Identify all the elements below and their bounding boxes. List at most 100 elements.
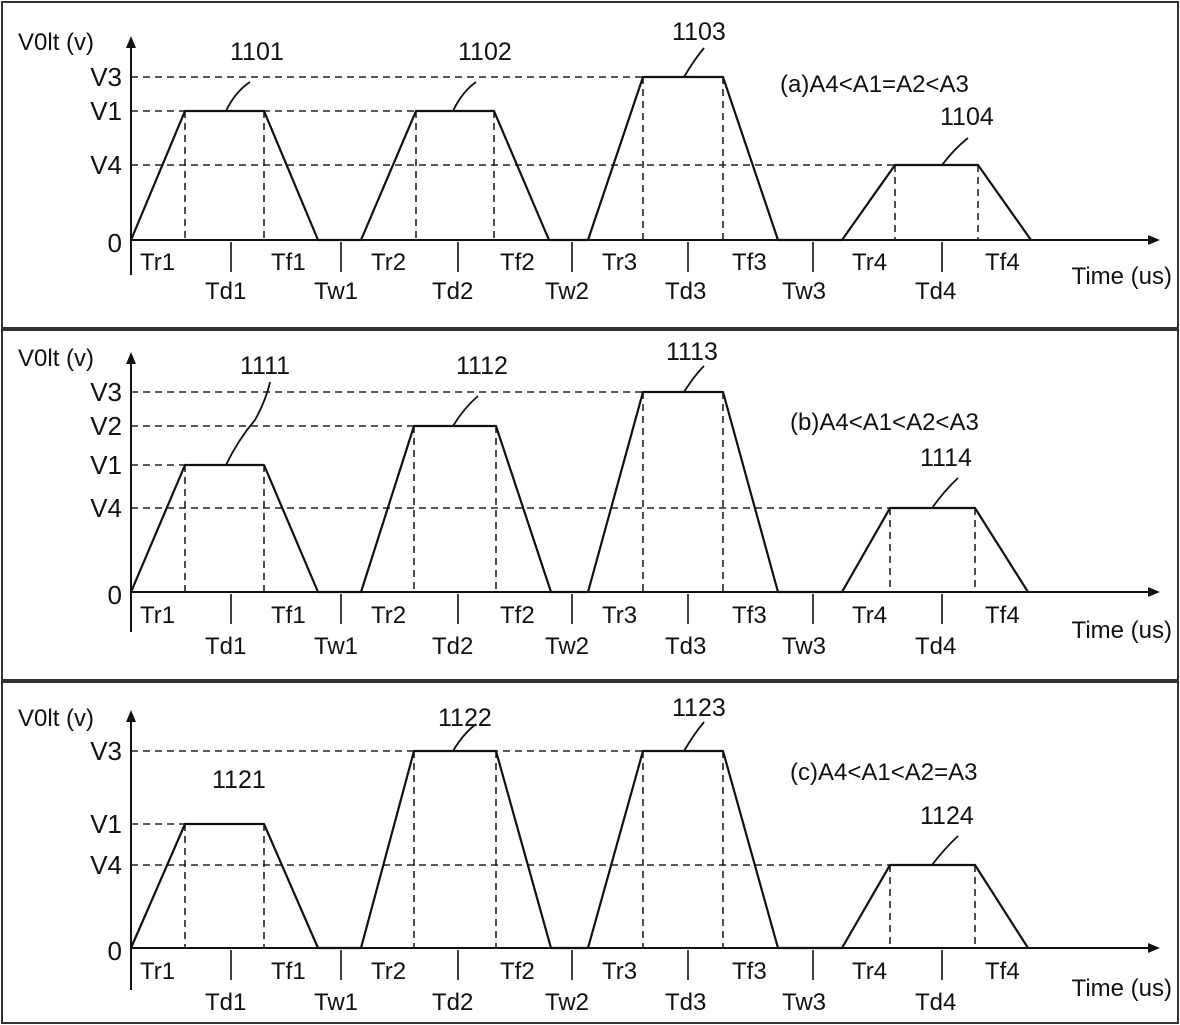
panel-a-level-label: 0 — [108, 228, 122, 258]
panel-b-segment: Tf2 — [500, 602, 535, 629]
panel-c-level-label: 0 — [108, 936, 122, 966]
panel-b-x-arrow — [1148, 587, 1160, 597]
panel-c-pulse-ref: 1122 — [438, 704, 492, 732]
panel-c-pulse-ref: 1123 — [672, 694, 726, 722]
panel-a-level-label: V4 — [90, 150, 122, 180]
panel-a-segment: Td4 — [915, 278, 956, 305]
panel-a-segment: Tw1 — [314, 278, 358, 305]
panel-a-level-label: V1 — [90, 96, 122, 126]
panel-a-y-arrow — [126, 36, 136, 48]
panel-c-level-label: V3 — [90, 736, 122, 766]
panel-c-segment: Tw2 — [545, 989, 589, 1016]
panel-a-segment: Tf2 — [500, 249, 535, 276]
panel-b-level-label: 0 — [108, 580, 122, 610]
panel-c-segment: Tr4 — [852, 958, 887, 985]
panel-c-segment: Tf1 — [271, 958, 306, 985]
panel-c-segment: Tf4 — [985, 958, 1020, 985]
panel-c-pulse-ref: 1121 — [212, 766, 266, 794]
panel-b-segment: Tw1 — [314, 633, 358, 660]
panel-a-segment: Td1 — [205, 278, 246, 305]
panel-c-segment: Td3 — [665, 989, 706, 1016]
panel-b-segment: Tw2 — [545, 633, 589, 660]
panel-c-leader-4 — [931, 835, 959, 866]
panel-b-pulse-ref: 1112 — [456, 352, 508, 380]
panel-a-level-label: V3 — [90, 62, 122, 92]
panel-b-segment: Tr1 — [140, 602, 175, 629]
panel-a-segment: Tr2 — [371, 249, 406, 276]
panel-b-leader-1 — [225, 381, 271, 466]
panel-b-segment: Tw3 — [782, 633, 826, 660]
panel-b-pulse-ref: 1114 — [920, 444, 972, 472]
panel-a-segment: Tr1 — [140, 249, 175, 276]
panel-c-x-axis-label: Time (us) — [1072, 975, 1172, 1002]
panel-b-x-axis-label: Time (us) — [1072, 617, 1172, 644]
panel-c-segment: Tf3 — [732, 958, 767, 985]
panel-c-segment: Td1 — [205, 989, 246, 1016]
panel-b-segment: Td4 — [915, 633, 956, 660]
panel-a-pulse-ref: 1104 — [940, 103, 994, 131]
panel-c-segment: Tw1 — [314, 989, 358, 1016]
panel-b-y-arrow — [126, 352, 136, 364]
panel-a-x-axis-label: Time (us) — [1072, 263, 1172, 290]
panel-c-segment: Tw3 — [782, 989, 826, 1016]
panel-b-level-label: V1 — [90, 450, 122, 480]
panel-c-segment: Tr1 — [140, 958, 175, 985]
panel-b-pulse-ref: 1113 — [666, 338, 718, 366]
panel-a-pulse-ref: 1101 — [230, 38, 284, 66]
panel-c-leader-3 — [683, 721, 705, 752]
panel-c-condition: (c)A4<A1<A2=A3 — [790, 759, 977, 786]
panel-c-segment: Td4 — [915, 989, 956, 1016]
panel-b-segment: Tf4 — [985, 602, 1020, 629]
panel-a-pulse-ref: 1103 — [672, 18, 726, 46]
panel-a-segment: Td2 — [432, 278, 473, 305]
panel-a-leader-1 — [225, 81, 251, 112]
panel-c-level-label: V1 — [90, 809, 122, 839]
panel-a: V0lt (v) Time (us) V3 V1 V4 0 1101 1102 … — [1, 1, 1179, 329]
panel-c-y-arrow — [126, 710, 136, 722]
panel-b-segment: Td1 — [205, 633, 246, 660]
panel-a-segment: Tr3 — [602, 249, 637, 276]
panel-b-level-label: V3 — [90, 377, 122, 407]
panel-c-y-axis-label: V0lt (v) — [18, 705, 94, 732]
panel-b-leader-2 — [452, 395, 479, 427]
panel-a-segment: Tf1 — [271, 249, 306, 276]
panel-a-segment: Tf4 — [985, 249, 1020, 276]
panel-b-level-label: V4 — [90, 493, 122, 523]
panel-a-segment: Tf3 — [732, 249, 767, 276]
panel-b-frame — [1, 329, 1179, 681]
panel-b-condition: (b)A4<A1<A2<A3 — [790, 409, 979, 436]
panel-b-segment: Tr2 — [371, 602, 406, 629]
panel-a-segment: Tw3 — [782, 278, 826, 305]
panel-c-segment: Tf2 — [500, 958, 535, 985]
panel-c-leader-2 — [452, 723, 477, 752]
panel-a-frame — [1, 1, 1179, 329]
panel-a-pulse-ref: 1102 — [458, 38, 512, 66]
panel-b-segment: Td3 — [665, 633, 706, 660]
panel-b-leader-4 — [931, 477, 959, 509]
panel-c-level-label: V4 — [90, 850, 122, 880]
panel-a-waveform — [129, 75, 1032, 242]
panel-c-frame — [1, 681, 1179, 1024]
panel-c-waveform — [129, 749, 1029, 950]
panel-b-segment: Tf1 — [271, 602, 306, 629]
panel-a-leader-2 — [452, 81, 477, 112]
panel-a-x-arrow — [1148, 235, 1160, 245]
panel-c-segment: Tr2 — [371, 958, 406, 985]
panel-a-y-axis-label: V0lt (v) — [18, 29, 94, 56]
panel-c-x-arrow — [1148, 943, 1160, 953]
panel-a-segment: Tr4 — [852, 249, 887, 276]
panel-b-leader-3 — [683, 365, 705, 393]
panel-a-segment: Tw2 — [545, 278, 589, 305]
panel-a-segment: Td3 — [665, 278, 706, 305]
panel-c-segment: Tr3 — [602, 958, 637, 985]
panel-b-segment: Tr4 — [852, 602, 887, 629]
panel-c-segment: Td2 — [432, 989, 473, 1016]
panel-b-segment: Tf3 — [732, 602, 767, 629]
panel-b-segment: Td2 — [432, 633, 473, 660]
panel-a-leader-3 — [683, 47, 705, 78]
panel-c: V0lt (v) Time (us) V3 V1 V4 0 1121 1122 … — [1, 681, 1179, 1024]
panel-a-condition: (a)A4<A1=A2<A3 — [780, 71, 969, 98]
panel-a-leader-4 — [941, 137, 969, 166]
panel-b: V0lt (v) Time (us) V3 V2 V1 V4 0 1111 11… — [1, 329, 1179, 681]
